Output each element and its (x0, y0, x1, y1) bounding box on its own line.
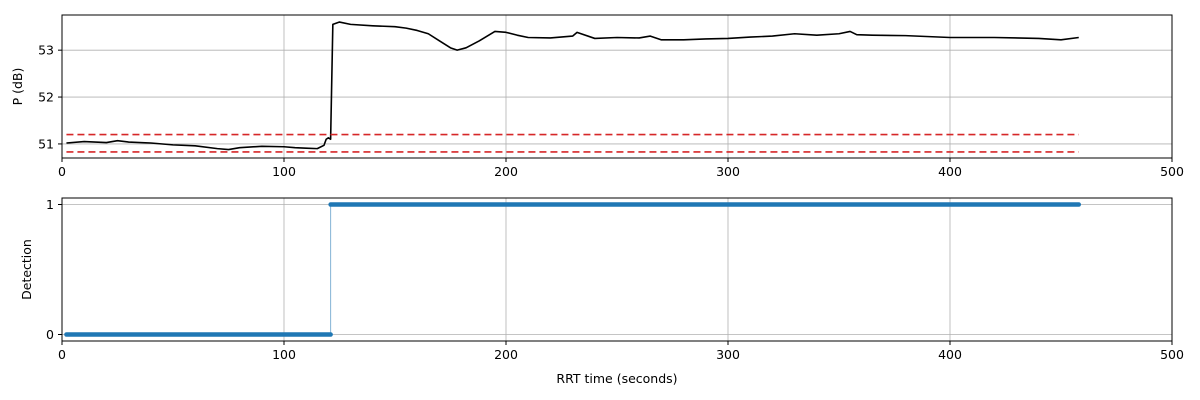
power-ytick-label-0: 51 (38, 136, 54, 151)
detection-ylabel: Detection (19, 239, 34, 300)
power-axes-frame (61, 14, 1173, 159)
detection-xlabel: RRT time (seconds) (556, 371, 677, 386)
power-grid (61, 15, 1173, 158)
detection-xtick-label-4: 400 (938, 347, 962, 362)
detection-xtick-label-3: 300 (716, 347, 740, 362)
detection-series-0-connector (66, 204, 1079, 335)
power-ytick-label-1: 52 (38, 90, 54, 105)
power-xtick-label-4: 400 (938, 164, 962, 179)
power-xtick-label-1: 100 (272, 164, 296, 179)
detection-ytick-label-1: 1 (46, 197, 54, 212)
detection-plot: 0 100 200 300 400 500 0 1 Detection RRT time (sec… (19, 197, 1184, 386)
power-series-group (66, 21, 1079, 153)
detection-xtick-label-5: 500 (1160, 347, 1184, 362)
detection-grid (61, 198, 1173, 341)
power-ylabel: P (dB) (10, 68, 25, 106)
power-ytick-label-2: 53 (38, 43, 54, 58)
detection-ytick-label-0: 0 (46, 327, 54, 342)
power-xtick-label-3: 300 (716, 164, 740, 179)
power-xtick-label-5: 500 (1160, 164, 1184, 179)
power-xtick-label-2: 200 (494, 164, 518, 179)
detection-xtick-label-0: 0 (58, 347, 66, 362)
detection-xtick-label-1: 100 (272, 347, 296, 362)
detection-axes-frame (61, 197, 1173, 342)
power-xtick-label-0: 0 (58, 164, 66, 179)
power-series-0 (66, 21, 1079, 151)
power-plot: 0 100 200 300 400 500 51 52 53 P (dB) (10, 14, 1184, 179)
detection-xtick-label-2: 200 (494, 347, 518, 362)
detection-series-group (64, 202, 1082, 337)
